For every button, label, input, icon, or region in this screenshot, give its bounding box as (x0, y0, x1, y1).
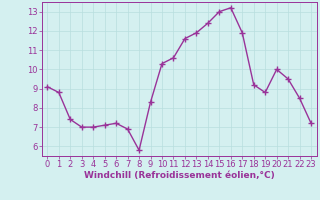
X-axis label: Windchill (Refroidissement éolien,°C): Windchill (Refroidissement éolien,°C) (84, 171, 275, 180)
